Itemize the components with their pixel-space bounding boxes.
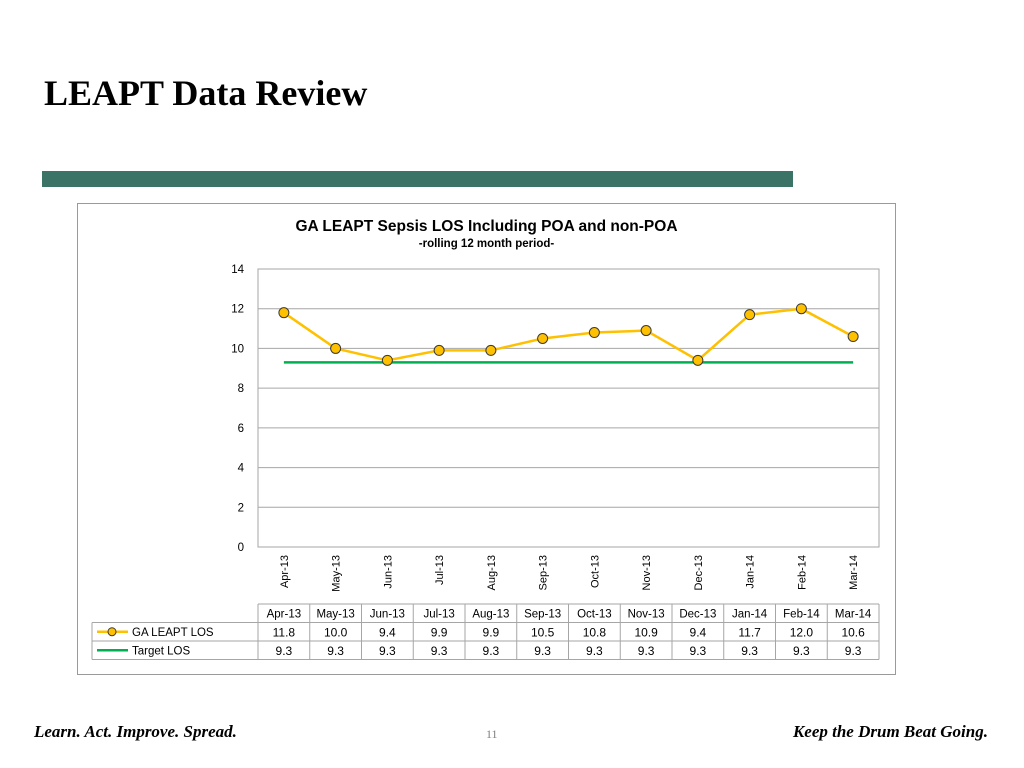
data-point (692, 354, 704, 366)
page-number: 11 (486, 727, 498, 741)
x-tick-label: Apr-13 (279, 555, 291, 588)
data-point (847, 331, 859, 343)
table-value-cell: 9.9 (483, 625, 500, 639)
table-header-cell: Nov-13 (628, 609, 665, 621)
chart-frame: GA LEAPT Sepsis LOS Including POA and no… (77, 203, 896, 675)
table-value-cell: 9.3 (845, 644, 862, 658)
table-value-cell: 11.8 (273, 625, 296, 639)
chart-title: GA LEAPT Sepsis LOS Including POA and no… (295, 218, 678, 235)
table-header-cell: Jul-13 (423, 609, 454, 621)
data-point (433, 344, 445, 356)
line-chart: 0 2 4 6 8 10 12 14 Apr-13 May-13 Jun-13 Jul-13 Aug-1… (91, 264, 880, 660)
table-header-cell: Aug-13 (472, 609, 509, 621)
table-header-cell: May-13 (316, 609, 354, 621)
table-value-cell: 9.3 (483, 644, 500, 658)
table-value-cell: 9.3 (793, 644, 810, 658)
x-tick-label: Nov-13 (641, 555, 653, 590)
data-point (795, 303, 807, 315)
x-tick-label: May-13 (331, 555, 343, 592)
data-point (330, 342, 342, 354)
footer-tagline-left: Learn. Act. Improve. Spread. (34, 722, 237, 741)
table-value-cell: 9.3 (379, 644, 396, 658)
x-tick-label: Feb-14 (796, 555, 808, 590)
footer-tagline-right: Keep the Drum Beat Going. (792, 722, 988, 741)
y-tick-label: 14 (231, 264, 244, 276)
table-value-cell: 9.4 (379, 625, 396, 639)
y-tick-label: 8 (238, 383, 244, 395)
table-value-cell: 9.3 (327, 644, 344, 658)
x-tick-label: Sep-13 (538, 555, 550, 590)
x-tick-label: Jul-13 (434, 555, 446, 585)
table-value-cell: 10.8 (583, 625, 607, 639)
y-tick-label: 6 (238, 423, 244, 435)
table-value-cell: 12.0 (790, 625, 814, 639)
table-header-cell: Apr-13 (267, 609, 302, 621)
table-value-cell: 9.3 (276, 644, 293, 658)
data-point (278, 307, 290, 319)
legend-marker (107, 627, 117, 637)
table-value-cell: 9.3 (638, 644, 655, 658)
table-value-cell: 9.3 (741, 644, 758, 658)
data-point (744, 309, 756, 321)
table-value-cell: 11.7 (738, 625, 761, 639)
chart-subtitle: -rolling 12 month period- (418, 238, 555, 250)
data-point (588, 327, 600, 339)
table-header-cell: Feb-14 (783, 609, 820, 621)
legend-label: Target LOS (132, 645, 190, 657)
table-value-cell: 9.4 (690, 625, 707, 639)
table-value-cell: 10.6 (841, 625, 865, 639)
table-value-cell: 9.3 (534, 644, 551, 658)
y-tick-label: 0 (238, 542, 244, 554)
y-tick-label: 10 (231, 343, 244, 355)
series-line-ga-leapt-los (283, 307, 854, 362)
table-header-cell: Oct-13 (577, 609, 612, 621)
table-header-cell: Jun-13 (370, 609, 405, 621)
data-point (640, 325, 652, 337)
x-tick-label: Oct-13 (589, 555, 601, 588)
table-header-cell: Sep-13 (524, 609, 561, 621)
table-value-cell: 10.0 (324, 625, 348, 639)
table-value-cell: 10.5 (531, 625, 555, 639)
data-point (537, 333, 549, 344)
table-value-cell: 9.3 (586, 644, 603, 658)
table-value-cell: 9.3 (431, 644, 448, 658)
x-tick-label: Mar-14 (848, 555, 860, 590)
y-tick-label: 12 (231, 304, 244, 316)
table-header-cell: Dec-13 (679, 609, 716, 621)
x-tick-label: Jun-13 (382, 555, 394, 589)
data-point (485, 344, 497, 356)
x-tick-label: Aug-13 (486, 555, 498, 590)
table-value-cell: 9.3 (690, 644, 707, 658)
y-tick-label: 2 (238, 502, 244, 514)
slide-title: LEAPT Data Review (44, 73, 368, 113)
table-value-cell: 9.9 (431, 625, 448, 639)
title-accent-bar (42, 171, 793, 187)
table-value-cell: 10.9 (634, 625, 658, 639)
table-header-cell: Jan-14 (732, 609, 768, 621)
x-tick-label: Dec-13 (693, 555, 705, 590)
y-tick-label: 4 (238, 463, 245, 475)
data-point (381, 354, 393, 366)
table-header-cell: Mar-14 (835, 609, 872, 621)
legend-label: GA LEAPT LOS (132, 627, 214, 639)
x-tick-label: Jan-14 (745, 555, 757, 589)
